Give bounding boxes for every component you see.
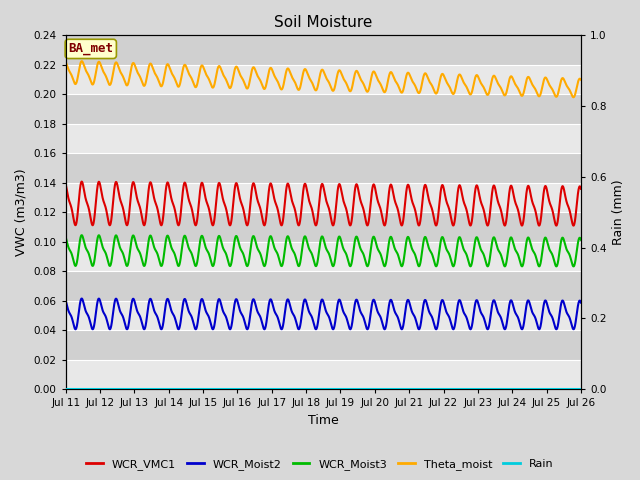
Title: Soil Moisture: Soil Moisture (274, 15, 372, 30)
Text: BA_met: BA_met (68, 42, 113, 55)
Y-axis label: Rain (mm): Rain (mm) (612, 180, 625, 245)
Legend: WCR_VMC1, WCR_Moist2, WCR_Moist3, Theta_moist, Rain: WCR_VMC1, WCR_Moist2, WCR_Moist3, Theta_… (82, 455, 558, 474)
X-axis label: Time: Time (308, 414, 339, 427)
Y-axis label: VWC (m3/m3): VWC (m3/m3) (15, 168, 28, 256)
Bar (66, 124, 581, 153)
Bar (66, 212, 581, 241)
Bar (66, 360, 581, 389)
Bar (66, 65, 581, 94)
Bar (66, 36, 581, 65)
Bar (66, 241, 581, 271)
Bar (66, 330, 581, 360)
Bar (66, 94, 581, 124)
Bar (66, 300, 581, 330)
Bar (66, 271, 581, 300)
Bar (66, 153, 581, 183)
Bar (66, 183, 581, 212)
